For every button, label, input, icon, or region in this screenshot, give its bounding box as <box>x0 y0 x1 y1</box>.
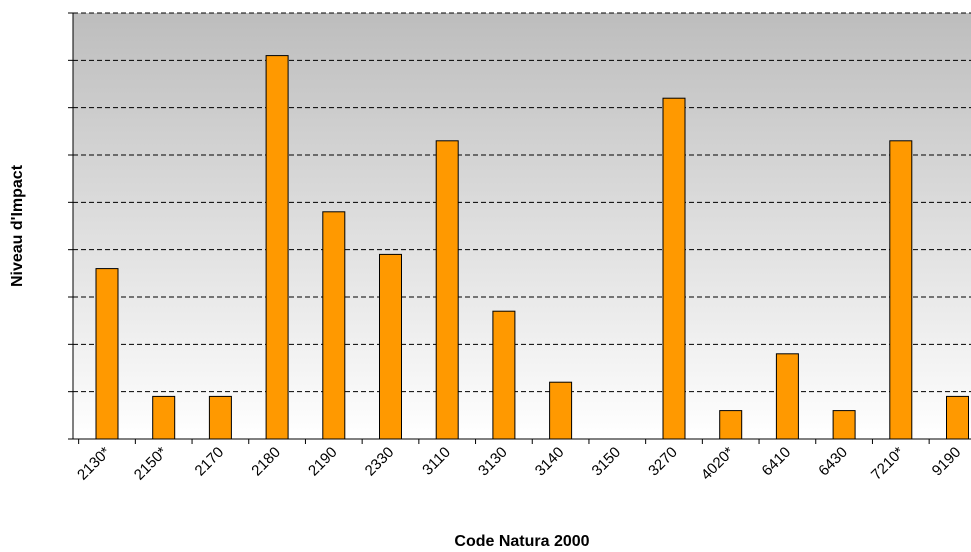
bar <box>946 395 969 440</box>
x-tick-label: 3140 <box>532 444 568 480</box>
bar <box>208 395 232 440</box>
bar <box>775 353 799 440</box>
bar <box>379 253 402 440</box>
plot-area <box>73 13 971 439</box>
x-tick-label: 2170 <box>192 444 228 480</box>
x-tick-label: 7210* <box>868 444 908 484</box>
x-tick-label: 4020* <box>698 444 738 484</box>
x-tick-label: 6410 <box>759 444 795 480</box>
bar <box>435 140 459 440</box>
x-tick-label: 2330 <box>362 444 398 480</box>
bar <box>832 410 856 440</box>
x-tick-label: 2130* <box>74 444 114 484</box>
x-axis-title: Code Natura 2000 <box>454 533 589 550</box>
bar <box>662 97 686 440</box>
x-tick-label: 3270 <box>645 444 681 480</box>
bar <box>265 55 289 440</box>
x-tick-label: 2180 <box>248 444 284 480</box>
x-tick-label: 2190 <box>305 444 341 480</box>
x-tick-label: 3110 <box>419 444 454 479</box>
bar <box>889 140 913 440</box>
x-tick-label: 3150 <box>589 444 625 480</box>
x-tick-label: 3130 <box>475 444 511 480</box>
bar <box>322 211 346 440</box>
bar <box>492 310 516 440</box>
bar <box>95 268 119 440</box>
y-axis-title: Niveau d'Impact <box>9 164 26 287</box>
bar <box>719 410 743 440</box>
x-tick-label: 9190 <box>929 444 965 480</box>
bar <box>549 381 573 440</box>
x-tick-label: 2150* <box>131 444 171 484</box>
bar <box>152 395 176 440</box>
x-tick-label: 6430 <box>815 444 851 480</box>
